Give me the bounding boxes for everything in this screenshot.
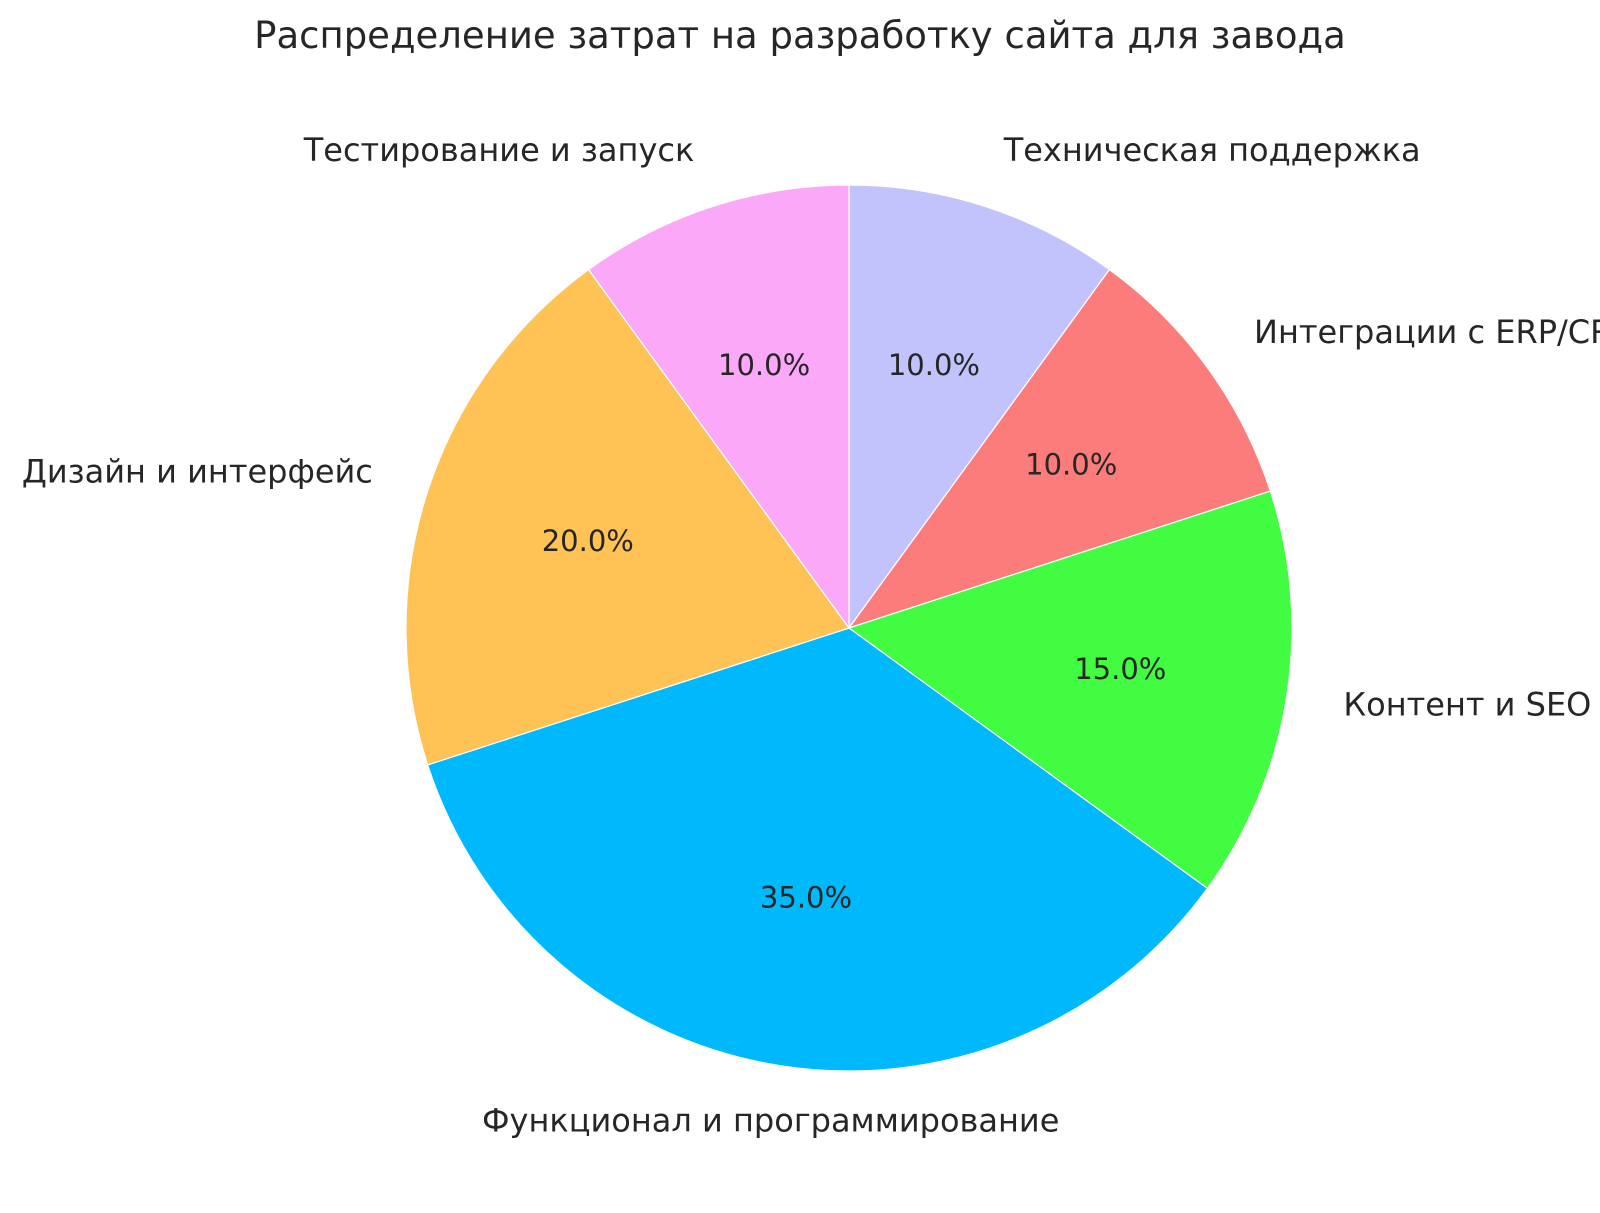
- pie-category-labels-group: Техническая поддержка Интеграции с ERP/CR…: [22, 131, 1600, 1140]
- pie-slice-category-label: Тестирование и запуск: [303, 131, 695, 169]
- pie-slice-percent-label: 10.0%: [888, 348, 980, 382]
- pie-slice-category-label: Техническая поддержка: [1003, 131, 1421, 169]
- pie-slice-category-label: Функционал и программирование: [482, 1101, 1059, 1139]
- pie-slice[interactable]: [405, 268, 850, 766]
- pie-slice[interactable]: [847, 268, 1272, 630]
- pie-slice-percent-label: 10.0%: [718, 348, 810, 382]
- pie-slice[interactable]: [587, 184, 850, 630]
- pie-slice-category-label: Контент и SEO: [1343, 685, 1591, 723]
- pie-slice-percent-label: 20.0%: [542, 524, 634, 558]
- pie-slice-percent-label: 10.0%: [1025, 448, 1117, 482]
- pie-slice[interactable]: [426, 627, 1209, 1072]
- pie-slices-group: [405, 184, 1293, 1072]
- pie-slice[interactable]: [847, 490, 1293, 890]
- pie-slice-category-label: Дизайн и интерфейс: [22, 452, 373, 490]
- chart-title: Распределение затрат на разработку сайта…: [254, 14, 1346, 57]
- pie-slice-category-label: Интеграции с ERP/CRM: [1254, 313, 1600, 351]
- pie-slice-percent-label: 35.0%: [760, 880, 852, 914]
- pie-slice[interactable]: [848, 184, 1111, 630]
- pie-slice-percent-label: 15.0%: [1074, 652, 1166, 686]
- pie-percent-labels-group: 10.0% 10.0% 15.0% 35.0% 20.0% 10.0%: [542, 348, 1167, 915]
